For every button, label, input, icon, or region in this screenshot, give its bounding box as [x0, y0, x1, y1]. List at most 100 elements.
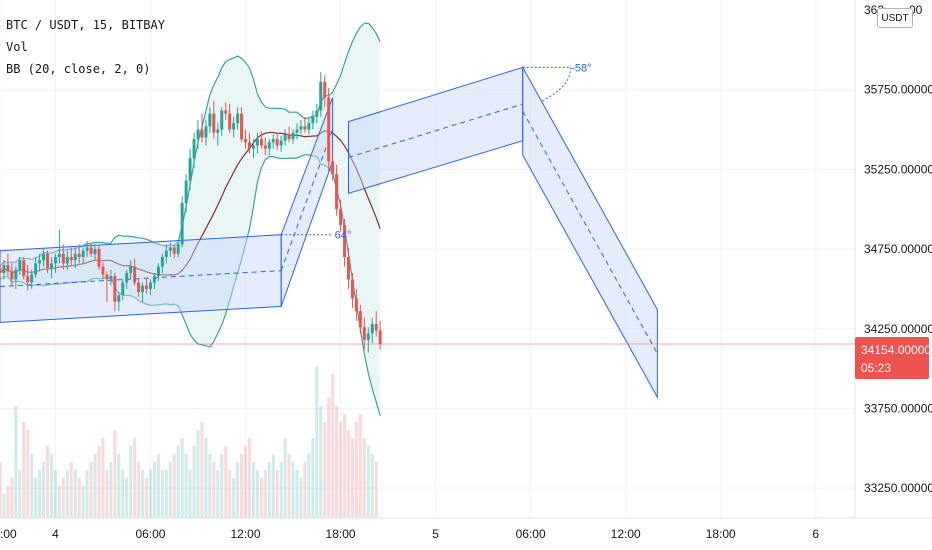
candle-body [73, 253, 77, 261]
parallel-channels [0, 65, 658, 400]
candle-body [331, 161, 335, 175]
candle-body [176, 244, 180, 254]
channel [0, 234, 282, 323]
volume-bar [287, 454, 291, 518]
volume-bar [89, 462, 93, 518]
candle-body [220, 110, 224, 130]
volume-bar [247, 438, 251, 518]
volume-bar [307, 454, 311, 518]
candle-body [30, 274, 34, 283]
volume-bar [141, 470, 145, 518]
price-tick-label: 35250.000000 [864, 162, 932, 176]
volume-bar [30, 454, 34, 518]
candle-body [38, 260, 42, 264]
candle-body [354, 298, 358, 312]
volume-bar [319, 406, 323, 518]
price-axis[interactable]: 33250.000000 33750.000000 34250.000000 3475… [854, 0, 932, 518]
angle-down-label: -58° [571, 62, 591, 74]
volume-bar [117, 454, 121, 518]
candle-body [141, 285, 145, 293]
volume-bar [145, 478, 149, 518]
volume-bar [93, 454, 97, 518]
volume-bar [53, 470, 57, 518]
volume-bar [374, 462, 378, 518]
volume-bar [303, 462, 307, 518]
volume-bar [97, 446, 101, 518]
chart-legend: BTC / USDT, 15, BITBAY Vol BB (20, close… [6, 14, 165, 80]
volume-bar [49, 454, 53, 518]
candle-body [89, 247, 93, 254]
volume-bar [295, 470, 299, 518]
candle-body [97, 249, 101, 267]
candle-body [204, 126, 208, 138]
volume-bar [244, 446, 248, 518]
candle-body [172, 247, 176, 254]
candle-body [279, 140, 283, 146]
candle-body [251, 145, 255, 149]
angle-up-label: 64° [335, 230, 352, 242]
candle-body [358, 311, 362, 328]
candle-body [152, 276, 156, 283]
candle-body [200, 129, 204, 138]
bb-legend[interactable]: BB (20, close, 2, 0) [6, 62, 151, 76]
time-axis-bg [0, 518, 932, 550]
candle-body [212, 113, 216, 133]
volume-bar [69, 462, 73, 518]
volume-legend[interactable]: Vol [6, 40, 28, 54]
volume-bar [180, 438, 184, 518]
candle-body [247, 142, 251, 149]
volume-bar [129, 446, 133, 518]
candle-body [236, 113, 240, 124]
candle-body [61, 253, 65, 264]
candle-body [156, 266, 160, 277]
volume-bar [101, 438, 105, 518]
candle-body [188, 158, 192, 181]
volume-bar [212, 462, 216, 518]
candle-body [196, 129, 200, 140]
volume-bar [343, 414, 347, 518]
candle-body [362, 327, 366, 340]
volume-bar [125, 478, 129, 518]
volume-bar [196, 430, 200, 518]
candle-body [77, 253, 81, 258]
volume-bar [275, 470, 279, 518]
volume-bar [137, 462, 141, 518]
time-tick-label: 4 [52, 527, 59, 541]
currency-button[interactable]: USDT [877, 8, 913, 28]
volume-bar [311, 438, 315, 518]
symbol-title[interactable]: BTC / USDT, 15, BITBAY [6, 18, 165, 32]
volume-bar [350, 438, 354, 518]
time-tick-label: 18:00 [706, 527, 736, 541]
volume-bar [164, 470, 168, 518]
volume-bar [232, 478, 236, 518]
bb-fill [0, 23, 381, 416]
candle-body [287, 134, 291, 140]
volume-bar [279, 462, 283, 518]
candle-body [148, 282, 152, 289]
volume-bar [152, 462, 156, 518]
time-axis[interactable]: :00 4 06:00 12:00 18:00 5 06:00 12:00 18:00 6 [0, 517, 932, 550]
candle-body [65, 257, 69, 264]
volume-bar [156, 454, 160, 518]
candle-body [259, 139, 263, 146]
candle-body [109, 276, 113, 280]
volume-bar [10, 478, 14, 518]
volume-bar [267, 462, 271, 518]
volume-bar [188, 470, 192, 518]
volume-bar [57, 486, 61, 518]
candle-body [53, 257, 57, 264]
candle-body [137, 282, 141, 293]
candle-body [255, 139, 259, 146]
volume-bar [358, 414, 362, 518]
candle-body [0, 268, 2, 273]
time-tick-label: 12:00 [231, 527, 261, 541]
candle-body [101, 266, 105, 275]
bollinger-bands [0, 22, 381, 416]
candle-body [244, 139, 248, 143]
last-price-badge: 34154.000000 05:23 [855, 337, 932, 379]
volume-bar [335, 406, 339, 518]
volume-bar [73, 470, 77, 518]
time-tick-label: 6 [812, 527, 819, 541]
volume-bar [121, 470, 125, 518]
